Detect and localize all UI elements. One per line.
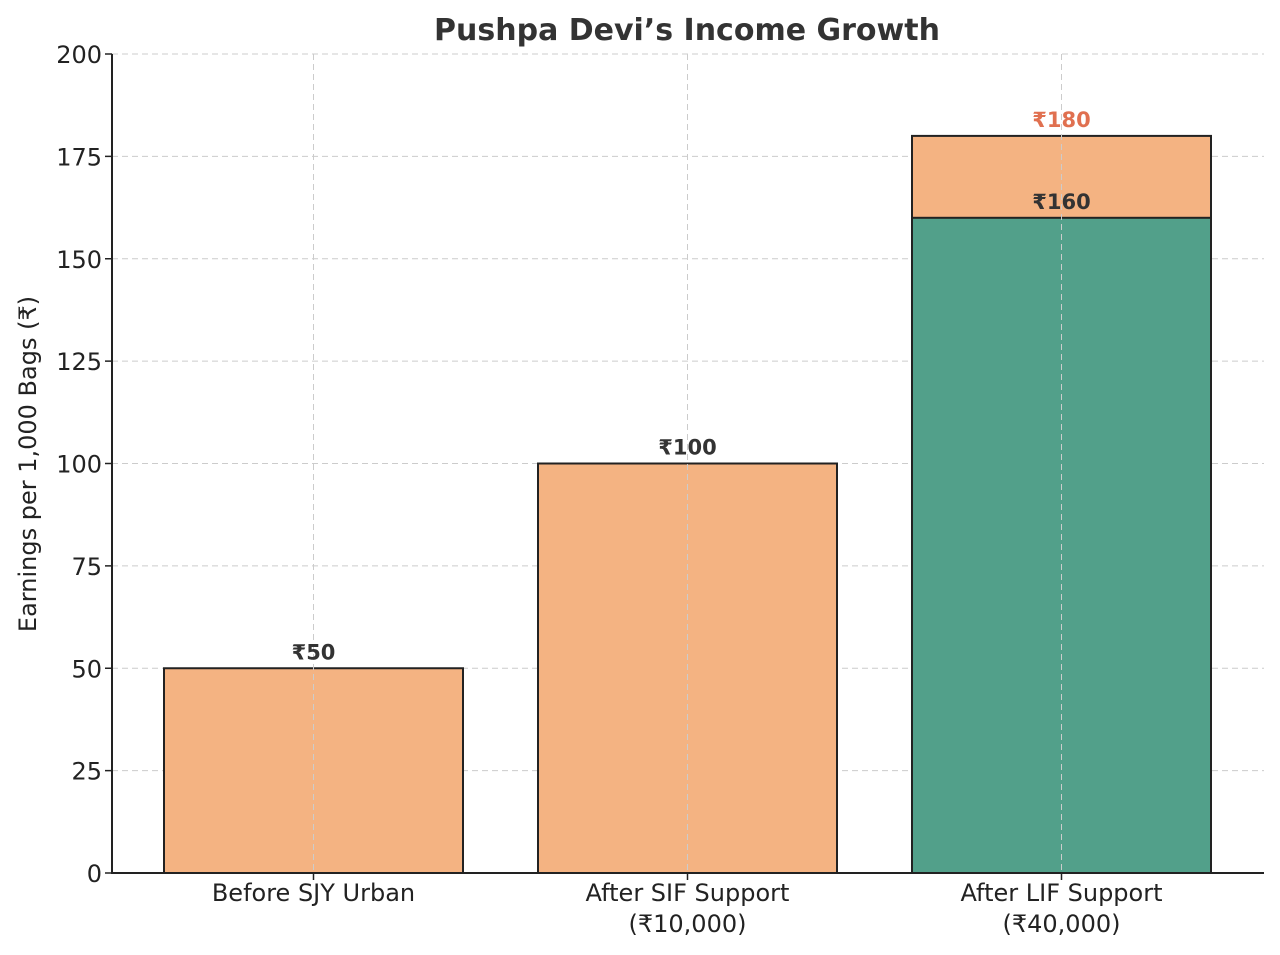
y-tick-label: 200 [56, 41, 102, 69]
y-axis-label: Earnings per 1,000 Bags (₹) [14, 296, 42, 632]
y-tick-label: 175 [56, 143, 102, 171]
data-label: ₹160 [1032, 190, 1090, 214]
x-tick-label: After LIF Support [960, 879, 1162, 907]
x-tick-label: Before SJY Urban [212, 879, 415, 907]
data-label: ₹180 [1032, 108, 1090, 132]
y-tick-label: 0 [87, 860, 102, 888]
x-tick-label: (₹10,000) [629, 910, 747, 938]
y-tick-label: 100 [56, 451, 102, 479]
y-tick-label: 50 [71, 655, 102, 683]
data-labels: ₹50 ₹100 ₹180 ₹160 [292, 108, 1091, 664]
chart-title: Pushpa Devi’s Income Growth [434, 13, 940, 48]
y-tick-label: 25 [71, 758, 102, 786]
data-label: ₹100 [658, 436, 716, 460]
y-tick-label: 150 [56, 246, 102, 274]
axes: 0 25 50 75 100 125 150 175 200 Before SJY Urban Af… [56, 41, 1264, 938]
bars [163, 54, 1212, 875]
x-tick-label: (₹40,000) [1003, 910, 1121, 938]
x-tick-label: After SIF Support [586, 879, 790, 907]
y-tick-label: 75 [71, 553, 102, 581]
y-tick-label: 125 [56, 348, 102, 376]
data-label: ₹50 [292, 640, 336, 664]
